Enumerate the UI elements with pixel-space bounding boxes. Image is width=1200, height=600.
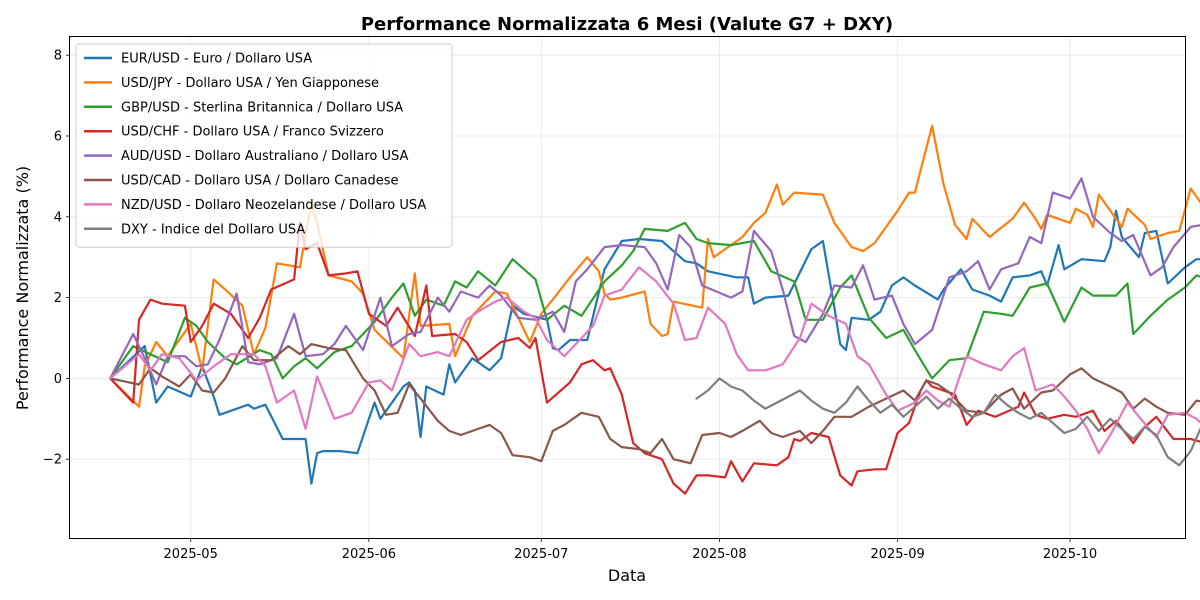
series-line-5 (109, 343, 1200, 465)
y-tick-label: 0 (54, 372, 62, 387)
y-tick-label: −2 (43, 453, 62, 468)
tick-layer: 2025-05 2025-06 2025-07 2025-08 2025-09 2025-… (43, 49, 1097, 562)
x-tick-label: 2025-07 (514, 547, 568, 562)
x-tick-label: 2025-06 (342, 547, 396, 562)
series-layer (109, 124, 1200, 495)
legend-entry: GBP/USD - Sterlina Britannica / Dollaro … (121, 100, 403, 115)
series-line-0 (109, 209, 1200, 485)
series-line-1 (109, 124, 1200, 408)
x-tick-label: 2025-10 (1043, 547, 1097, 562)
chart-title: Performance Normalizzata 6 Mesi (Valute … (361, 14, 893, 35)
series-line-7 (695, 377, 1200, 467)
y-tick-label: 6 (54, 129, 62, 144)
series-line-6 (109, 266, 1200, 455)
legend-entry: USD/JPY - Dollaro USA / Yen Giapponese (121, 76, 379, 91)
x-axis-title: Data (608, 566, 646, 585)
legend-entry: USD/CAD - Dollaro USA / Dollaro Canadese (121, 174, 399, 189)
plot-frame (69, 36, 1186, 539)
y-tick-label: 2 (54, 291, 62, 306)
legend-entry: DXY - Indice del Dollaro USA (121, 222, 305, 237)
legend-entry: EUR/USD - Euro / Dollaro USA (121, 52, 312, 67)
legend-entry: AUD/USD - Dollaro Australiano / Dollaro … (121, 149, 408, 164)
legend-box (75, 43, 453, 248)
series-line-3 (109, 221, 1200, 495)
legend-entry: NZD/USD - Dollaro Neozelandese / Dollaro… (121, 198, 426, 213)
y-tick-label: 4 (54, 210, 62, 225)
series-line-4 (109, 177, 1200, 386)
x-tick-label: 2025-05 (164, 547, 218, 562)
x-tick-label: 2025-09 (870, 547, 924, 562)
y-tick-label: 8 (54, 49, 62, 64)
legend: EUR/USD - Euro / Dollaro USA USD/JPY - Do… (75, 43, 453, 248)
y-axis-title: Performance Normalizzata (%) (13, 166, 32, 410)
legend-entry: USD/CHF - Dollaro USA / Franco Svizzero (121, 125, 384, 140)
x-tick-label: 2025-08 (692, 547, 746, 562)
